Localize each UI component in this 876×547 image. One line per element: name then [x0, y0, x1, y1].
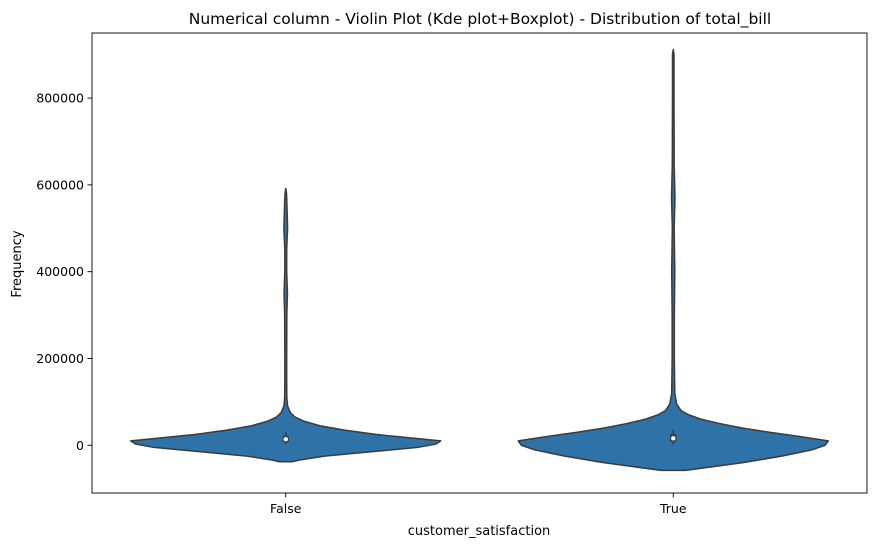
- chart-title: Numerical column - Violin Plot (Kde plot…: [189, 10, 771, 29]
- violin-false: [130, 187, 442, 463]
- plot-layer: [130, 48, 829, 472]
- median-marker-true: [671, 436, 676, 441]
- y-axis-label: Frequency: [10, 230, 25, 297]
- x-tick-label: False: [270, 501, 302, 516]
- y-axis: 0 200000 400000 600000 800000: [36, 91, 92, 453]
- plot-frame: [91, 32, 868, 494]
- y-tick-label: 0: [76, 438, 84, 453]
- y-tick-label: 800000: [36, 91, 84, 106]
- x-tick-label: True: [659, 501, 687, 516]
- violin-true: [517, 48, 829, 472]
- x-axis: False True: [270, 493, 687, 516]
- y-tick-label: 400000: [36, 264, 84, 279]
- x-axis-label: customer_satisfaction: [408, 524, 551, 539]
- y-tick-label: 600000: [36, 177, 84, 192]
- median-marker-false: [283, 436, 288, 442]
- y-tick-label: 200000: [36, 351, 84, 366]
